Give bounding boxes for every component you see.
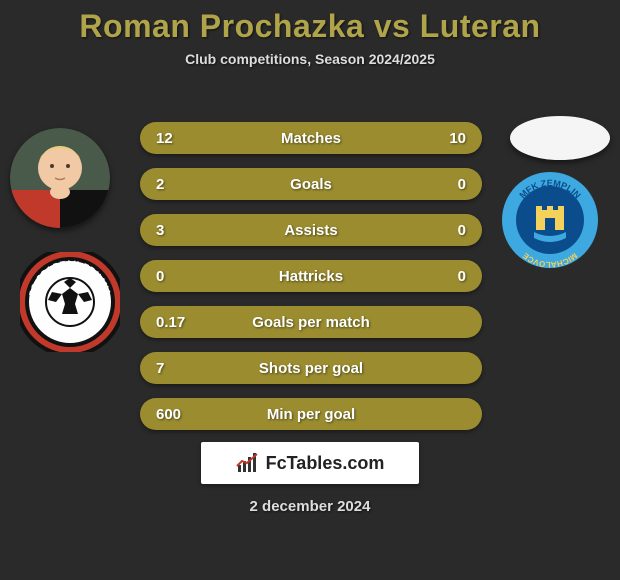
stat-left-value: 3: [156, 222, 196, 239]
page-title: Roman Prochazka vs Luteran: [0, 8, 620, 45]
date-text: 2 december 2024: [0, 498, 620, 515]
stat-label: Matches: [196, 130, 426, 147]
table-row: 0.17 Goals per match: [140, 306, 482, 338]
table-row: 0 Hattricks 0: [140, 260, 482, 292]
brand-logo: FcTables.com: [201, 442, 419, 484]
stat-label: Shots per goal: [196, 360, 426, 377]
player-left-avatar: [10, 128, 110, 228]
brand-text: FcTables.com: [266, 453, 385, 474]
stat-left-value: 2: [156, 176, 196, 193]
stat-left-value: 600: [156, 406, 196, 423]
crest-left: FC SPARTAK TRNAVA: [20, 252, 120, 352]
stat-left-value: 12: [156, 130, 196, 147]
stat-right-value: 0: [426, 176, 466, 193]
stat-left-value: 0.17: [156, 314, 196, 331]
crest-right: MFK ZEMPLIN MICHALOVCE: [500, 170, 600, 270]
stat-label: Min per goal: [196, 406, 426, 423]
subtitle: Club competitions, Season 2024/2025: [0, 51, 620, 67]
table-row: 12 Matches 10: [140, 122, 482, 154]
stat-label: Goals: [196, 176, 426, 193]
stat-left-value: 0: [156, 268, 196, 285]
table-row: 7 Shots per goal: [140, 352, 482, 384]
stat-right-value: 0: [426, 268, 466, 285]
table-row: 3 Assists 0: [140, 214, 482, 246]
player-right-avatar: [510, 116, 610, 160]
stat-right-value: 0: [426, 222, 466, 239]
stat-label: Goals per match: [196, 314, 426, 331]
stat-label: Assists: [196, 222, 426, 239]
stat-left-value: 7: [156, 360, 196, 377]
chart-icon: [236, 451, 260, 475]
stat-right-value: 10: [426, 130, 466, 147]
table-row: 600 Min per goal: [140, 398, 482, 430]
stats-table: 12 Matches 10 2 Goals 0 3 Assists 0 0 Ha…: [140, 122, 482, 444]
stat-label: Hattricks: [196, 268, 426, 285]
table-row: 2 Goals 0: [140, 168, 482, 200]
